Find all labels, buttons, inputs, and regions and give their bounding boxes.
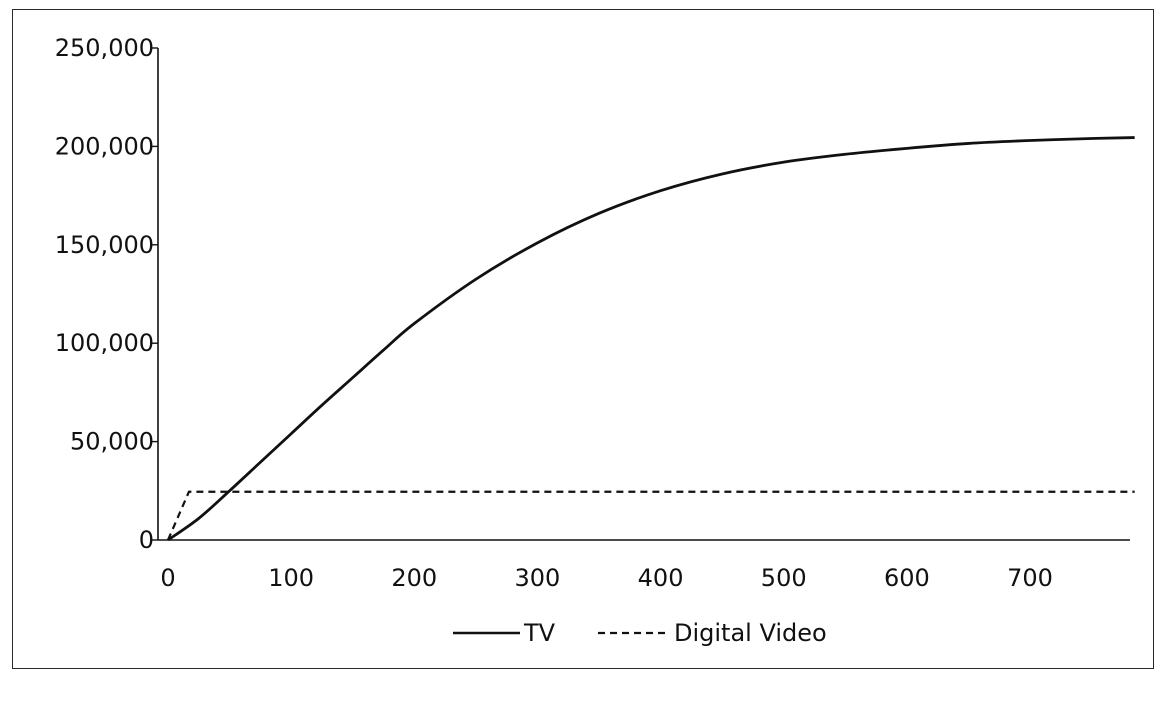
legend-item-tv: TV	[453, 619, 556, 647]
series-line-digital-video	[166, 490, 1135, 541]
legend-label-tv: TV	[523, 619, 556, 647]
x-tick-label: 500	[761, 564, 807, 592]
x-tick-label: 400	[638, 564, 684, 592]
y-tick-label: 250,000	[55, 34, 154, 62]
series-line-tv	[167, 136, 1135, 542]
x-tick-label: 700	[1007, 564, 1053, 592]
legend: TV Digital Video	[453, 619, 827, 647]
axes	[157, 48, 1130, 541]
y-axis-ticks: 0 50,000 100,000 150,000 200,000 250,000	[55, 34, 158, 554]
y-tick-label: 100,000	[55, 329, 154, 357]
legend-label-digital-video: Digital Video	[674, 619, 827, 647]
x-tick-label: 200	[391, 564, 437, 592]
y-tick-label: 0	[139, 526, 154, 554]
y-tick-label: 50,000	[70, 428, 154, 456]
x-tick-label: 600	[884, 564, 930, 592]
series-layer	[166, 136, 1135, 542]
chart-frame	[12, 9, 1154, 669]
y-tick-label: 200,000	[55, 132, 154, 160]
x-tick-label: 0	[160, 564, 175, 592]
x-tick-label: 300	[515, 564, 561, 592]
y-tick-label: 150,000	[55, 231, 154, 259]
legend-item-digital-video: Digital Video	[598, 619, 827, 647]
x-axis-ticks: 0 100 200 300 400 500 600 700	[160, 564, 1053, 592]
x-tick-label: 100	[268, 564, 314, 592]
